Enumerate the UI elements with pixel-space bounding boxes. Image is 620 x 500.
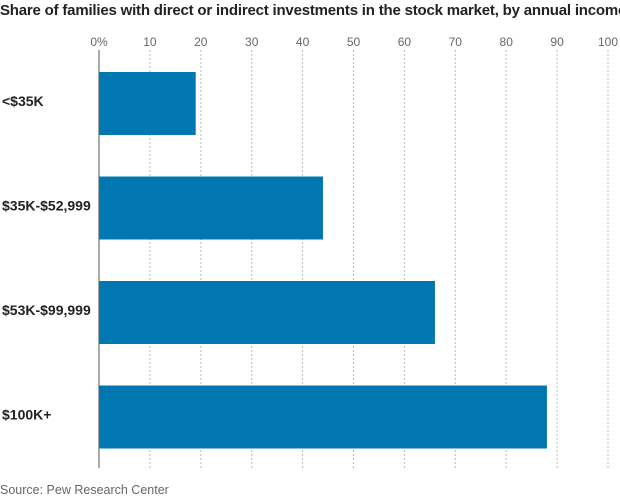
- category-labels: <$35K $35K-$52,999 $53K-$99,999 $100K+: [2, 93, 91, 423]
- x-axis-ticks: 0% 10 20 30 40 50 60 70 80 90 100: [90, 35, 618, 49]
- bars: [99, 72, 547, 449]
- bar: [99, 72, 196, 135]
- chart-title: Share of families with direct or indirec…: [0, 2, 620, 19]
- x-tick-label: 80: [500, 35, 514, 49]
- source-note: Source: Pew Research Center: [0, 483, 169, 497]
- x-tick-label: 30: [245, 35, 259, 49]
- x-tick-label: 70: [449, 35, 463, 49]
- category-label: <$35K: [2, 93, 44, 109]
- category-label: $100K+: [2, 407, 51, 423]
- bar: [99, 385, 547, 449]
- bar: [99, 281, 435, 344]
- category-label: $35K-$52,999: [2, 198, 91, 214]
- x-tick-label: 10: [143, 35, 157, 49]
- x-tick-label: 20: [194, 35, 208, 49]
- x-tick-label: 60: [398, 35, 412, 49]
- bar: [99, 176, 323, 240]
- x-tick-label: 40: [296, 35, 310, 49]
- x-tick-label: 50: [347, 35, 361, 49]
- category-label: $53K-$99,999: [2, 302, 91, 318]
- x-tick-label: 100: [598, 35, 618, 49]
- x-tick-label: 90: [550, 35, 564, 49]
- x-tick-label: 0%: [90, 35, 108, 49]
